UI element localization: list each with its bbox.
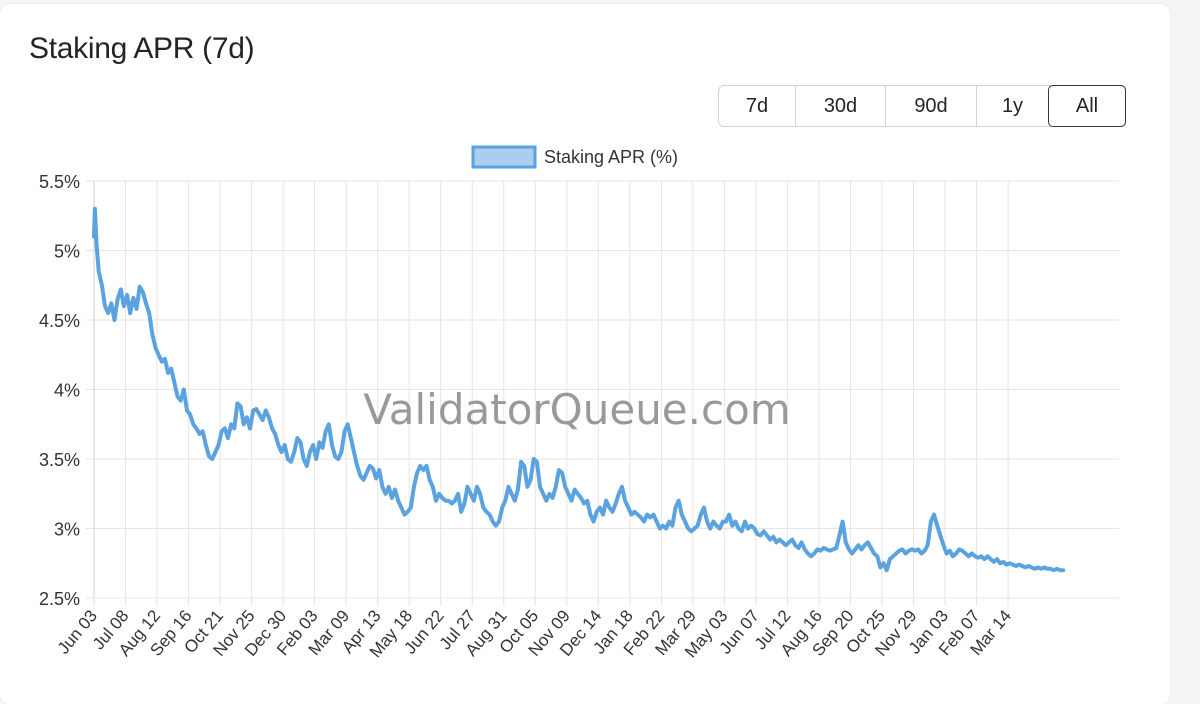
y-tick-label: 3%	[54, 520, 80, 540]
legend-label: Staking APR (%)	[544, 147, 678, 167]
watermark-text: ValidatorQueue.com	[363, 385, 790, 434]
range-all-button[interactable]: All	[1048, 85, 1126, 127]
chart-card: Staking APR (7d) 7d 30d 90d 1y All	[0, 4, 1170, 704]
range-30d-button[interactable]: 30d	[795, 86, 885, 126]
range-7d-button[interactable]: 7d	[719, 86, 795, 126]
chart-title: Staking APR (7d)	[29, 32, 255, 65]
range-selector: 7d 30d 90d 1y All	[718, 85, 1126, 127]
y-tick-label: 5.5%	[39, 172, 80, 192]
range-1y-button[interactable]: 1y	[976, 86, 1048, 126]
y-tick-label: 5%	[54, 242, 80, 262]
y-tick-label: 4%	[54, 381, 80, 401]
y-tick-label: 3.5%	[39, 450, 80, 470]
x-tick-label: Jun 03	[54, 606, 101, 657]
apr-series-line	[92, 206, 1066, 573]
range-90d-button[interactable]: 90d	[885, 86, 976, 126]
y-tick-label: 4.5%	[39, 311, 80, 331]
legend-swatch	[471, 145, 537, 169]
y-tick-label: 2.5%	[39, 589, 80, 609]
